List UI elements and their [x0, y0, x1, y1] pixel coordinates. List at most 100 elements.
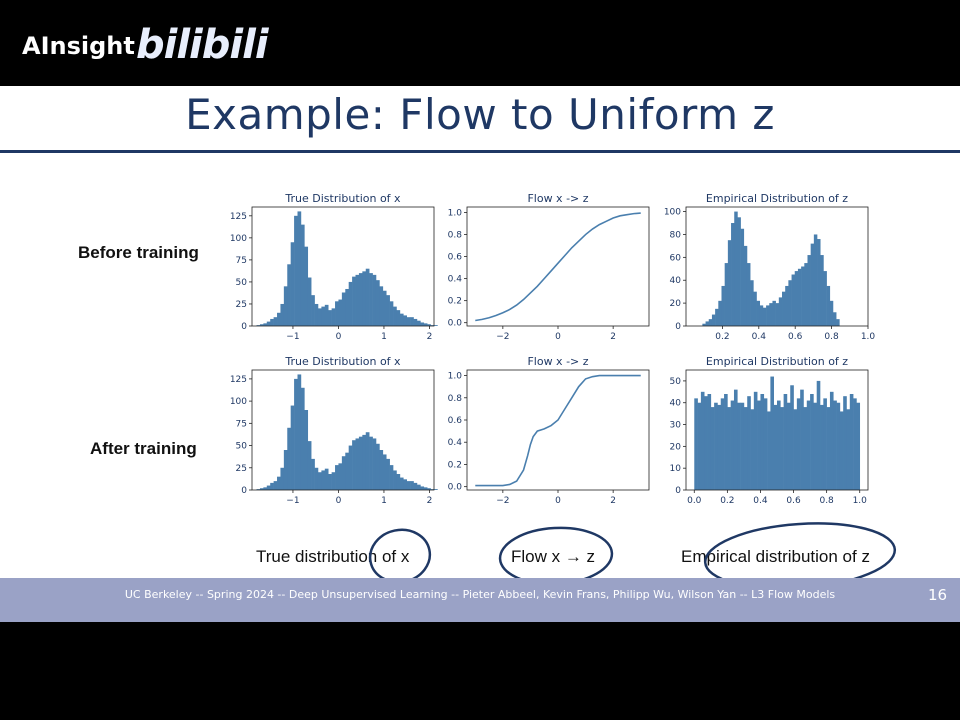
- y-tick-label: 80: [670, 230, 682, 240]
- histogram-bar: [797, 268, 802, 326]
- histogram-bar: [314, 467, 319, 490]
- y-tick-label: 50: [236, 278, 248, 288]
- chart-after-z: Empirical Distribution of z 0.0 0.2 0.4 0.6 0…: [670, 355, 869, 506]
- histogram-bar: [724, 394, 728, 490]
- plot-grid: True Distribution of x−1 0 1 20255075100125…: [230, 192, 876, 506]
- chart-before-z: Empirical Distribution of z 0.2 0.4 0.6 0.8 1…: [664, 192, 876, 342]
- flow-curve: [475, 212, 641, 322]
- histogram-bar: [362, 271, 367, 326]
- x-tick-label: 1.0: [861, 332, 876, 342]
- histogram-bar: [756, 300, 761, 326]
- video-overlay-bottom: [0, 622, 960, 720]
- histogram-bar: [760, 394, 765, 490]
- histogram-bar: [317, 472, 322, 490]
- histogram-bar: [338, 299, 343, 326]
- histogram-bar: [746, 263, 751, 326]
- histogram-bar: [338, 463, 343, 490]
- y-tick-label: 125: [230, 375, 247, 385]
- x-tick-label: 2: [610, 332, 616, 342]
- histogram-bar: [413, 482, 418, 490]
- histogram-bar: [256, 489, 261, 490]
- histogram-bar: [715, 308, 719, 326]
- histogram-bar: [300, 224, 305, 326]
- histogram-bar: [813, 234, 818, 326]
- x-tick-label: 0.8: [819, 496, 834, 506]
- histogram-bar: [823, 398, 827, 490]
- histogram-bar: [280, 467, 285, 490]
- histogram-bar: [727, 240, 732, 326]
- histogram-bar: [750, 409, 755, 490]
- histogram-bar: [423, 487, 428, 490]
- histogram-bar: [711, 314, 716, 326]
- chart-after-flow: Flow x -> z −2 0 2 0.0 0.2 0.4 0.6 0.8 1.0: [448, 355, 650, 506]
- histogram-bar: [434, 325, 438, 326]
- y-tick-label: 40: [670, 276, 682, 286]
- histogram-bar: [365, 432, 370, 490]
- y-tick-label: 60: [670, 253, 682, 263]
- histogram-bar: [345, 288, 349, 326]
- histogram-bar: [710, 407, 715, 490]
- histogram-bar: [273, 481, 278, 490]
- x-tick-label: 0.2: [720, 496, 734, 506]
- histogram-bar: [800, 389, 804, 490]
- chart-title: True Distribution of x: [284, 355, 401, 368]
- histogram-bar: [780, 407, 784, 490]
- histogram-bar: [707, 394, 712, 490]
- histogram-bar: [788, 280, 792, 326]
- x-tick-label: 0.4: [752, 332, 767, 342]
- histogram-bar: [843, 396, 847, 490]
- histogram-bar: [396, 310, 401, 326]
- slide-title: Example: Flow to Uniform z: [185, 90, 775, 139]
- histogram-bar: [785, 285, 789, 326]
- histogram-bar: [783, 394, 788, 490]
- histogram-bar: [386, 458, 390, 490]
- histogram-bar: [396, 474, 401, 490]
- y-tick-label: 20: [670, 299, 682, 309]
- bilibili-logo: bilibili: [136, 22, 269, 68]
- histogram-bar: [740, 228, 745, 326]
- histogram-bar: [786, 402, 791, 490]
- histogram-bar: [287, 264, 291, 326]
- histogram-bar: [829, 391, 834, 490]
- caption-flow: Flow x → z: [511, 547, 596, 566]
- axes-frame: [251, 206, 435, 327]
- y-tick-label: 100: [230, 234, 247, 244]
- histogram-bar: [345, 452, 349, 490]
- histogram-bar: [335, 465, 339, 490]
- histogram-bar: [820, 404, 824, 490]
- histogram-bar: [348, 281, 353, 326]
- histogram-bar: [430, 325, 435, 326]
- histogram-bar: [317, 308, 322, 326]
- title-rule: [0, 150, 960, 153]
- histogram-bar: [846, 409, 851, 490]
- histogram-bar: [358, 436, 363, 490]
- histogram-bar: [430, 489, 435, 490]
- histogram-bar: [270, 318, 274, 326]
- histogram-bar: [399, 313, 404, 326]
- x-tick-label: 0: [555, 332, 561, 342]
- histogram-bar: [369, 273, 373, 326]
- histogram-bar: [853, 398, 857, 490]
- histogram-bar: [352, 440, 356, 490]
- chart-title: Flow x -> z: [527, 192, 588, 205]
- histogram-bar: [423, 323, 428, 326]
- y-tick-label: 100: [230, 397, 247, 407]
- x-tick-label: 1.0: [853, 496, 868, 506]
- histogram-bar: [747, 396, 751, 490]
- histogram-bar: [277, 476, 281, 490]
- histogram-bar: [794, 271, 799, 326]
- y-tick-label: 25: [236, 464, 247, 474]
- histogram-bar: [335, 301, 339, 326]
- histogram-bar: [769, 303, 773, 326]
- x-tick-label: −1: [286, 332, 299, 342]
- x-tick-label: 0.6: [788, 332, 803, 342]
- histogram-bar: [791, 274, 796, 326]
- x-tick-label: 2: [610, 496, 616, 506]
- histogram-bar: [759, 305, 764, 326]
- histogram-bar: [705, 321, 710, 326]
- histogram-bar: [375, 280, 380, 326]
- y-tick-label: 75: [236, 419, 247, 429]
- chart-title: True Distribution of x: [284, 192, 401, 205]
- y-tick-label: 0.0: [448, 483, 463, 493]
- histogram-bar: [817, 239, 821, 326]
